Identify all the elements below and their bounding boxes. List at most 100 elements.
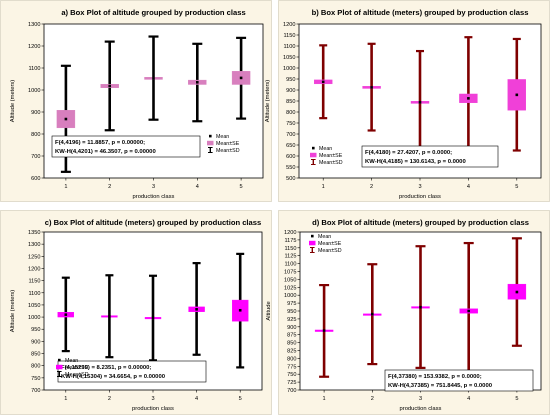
stats-box <box>384 369 534 392</box>
stats-line: KW-H(4,4201) = 46.3507, p = 0.00000 <box>55 149 156 155</box>
legend-mean-swatch <box>312 146 315 150</box>
y-tick-label: 1100 <box>28 291 40 297</box>
y-tick-label: 1000 <box>283 66 295 72</box>
y-tick-label: 700 <box>287 388 296 394</box>
y-tick-label: 1200 <box>284 230 296 236</box>
mean-marker <box>108 84 111 88</box>
stats-line: F(4,15299) = 8.2351, p = 0.00000; <box>61 365 151 371</box>
legend-se-swatch <box>207 140 214 146</box>
stats-line: KW-H(4,15304) = 34.6654, p = 0.00000 <box>61 374 166 380</box>
legend-label: Mean±SE <box>318 241 342 247</box>
y-tick-label: 1150 <box>28 279 40 285</box>
y-tick-label: 1200 <box>283 22 295 28</box>
mean-marker <box>108 315 111 318</box>
x-tick-label: 5 <box>239 396 242 402</box>
mean-marker <box>238 308 242 312</box>
y-tick-label: 1075 <box>284 270 296 276</box>
mean-marker <box>64 313 68 316</box>
x-axis-label: production class <box>133 194 175 200</box>
x-tick-label: 3 <box>418 184 421 190</box>
y-tick-label: 1050 <box>283 55 295 61</box>
y-tick-label: 600 <box>286 154 295 160</box>
y-tick-label: 1000 <box>28 88 40 94</box>
y-tick-label: 900 <box>31 110 40 116</box>
stats-line: F(4,4180) = 27.4207, p = 0.0000; <box>365 150 452 156</box>
y-tick-label: 1050 <box>28 303 40 309</box>
y-tick-label: 1175 <box>284 238 296 244</box>
y-tick-label: 1125 <box>284 254 296 260</box>
chart-panel: c) Box Plot of altitude (meters) grouped… <box>0 210 272 415</box>
x-axis-label: production class <box>399 194 441 200</box>
x-tick-label: 5 <box>515 396 518 402</box>
y-tick-label: 700 <box>286 132 295 138</box>
chart-title: d) Box Plot of altitude (meters) grouped… <box>312 218 529 227</box>
mean-marker <box>196 81 199 84</box>
y-tick-label: 1300 <box>28 22 40 28</box>
y-tick-label: 1150 <box>283 33 295 39</box>
y-tick-label: 875 <box>287 333 296 339</box>
x-tick-label: 2 <box>370 184 373 190</box>
y-axis-label: Altitude (meters) <box>10 290 16 333</box>
mean-marker <box>515 290 519 294</box>
mean-marker <box>418 101 422 104</box>
y-tick-label: 825 <box>287 349 296 355</box>
x-tick-label: 1 <box>64 396 67 402</box>
mean-marker <box>467 97 470 100</box>
y-tick-label: 950 <box>287 309 296 315</box>
legend-label: Mean <box>319 146 332 152</box>
legend-mean-swatch <box>311 234 314 238</box>
legend-label: Mean±SE <box>65 365 89 371</box>
mean-marker <box>515 93 519 97</box>
y-tick-label: 500 <box>286 176 295 182</box>
y-tick-label: 925 <box>287 317 296 323</box>
y-tick-label: 850 <box>286 99 295 105</box>
mean-marker <box>371 312 374 316</box>
y-tick-label: 900 <box>286 88 295 94</box>
y-tick-label: 850 <box>31 352 40 358</box>
mean-marker <box>239 76 243 80</box>
y-tick-label: 1250 <box>28 254 40 260</box>
y-tick-label: 1100 <box>28 66 40 72</box>
legend-label: Mean±SD <box>65 372 89 378</box>
mean-marker <box>467 309 470 313</box>
y-axis-label: Altitude (meters) <box>265 80 271 123</box>
legend-label: Mean <box>216 134 229 140</box>
mean-marker <box>152 77 155 80</box>
legend-se-swatch <box>56 364 63 370</box>
legend-label: Mean±SD <box>319 160 343 166</box>
y-tick-label: 750 <box>31 376 40 382</box>
x-axis-label: production class <box>400 406 442 412</box>
stats-line: F(4,4196) = 11.8857, p = 0.00000; <box>55 140 145 146</box>
x-axis-label: production class <box>132 406 174 412</box>
y-tick-label: 800 <box>31 364 40 370</box>
y-tick-label: 750 <box>286 121 295 127</box>
legend-mean-swatch <box>209 134 212 138</box>
y-tick-label: 1300 <box>28 242 40 248</box>
x-tick-label: 2 <box>108 184 111 190</box>
chart-panel: d) Box Plot of altitude (meters) grouped… <box>266 210 550 415</box>
mean-marker <box>151 316 155 320</box>
x-tick-label: 4 <box>467 396 470 402</box>
y-tick-label: 1150 <box>284 246 296 252</box>
y-tick-label: 1100 <box>284 262 296 268</box>
y-tick-label: 1000 <box>28 315 40 321</box>
y-axis-label: Altitude (meters) <box>10 80 16 123</box>
mean-marker <box>195 307 198 311</box>
chart-title: a) Box Plot of altitude grouped by produ… <box>61 8 245 17</box>
mean-marker <box>419 305 422 309</box>
y-tick-label: 1200 <box>28 44 40 50</box>
legend-label: Mean±SE <box>216 141 240 147</box>
y-tick-label: 800 <box>287 356 296 362</box>
legend-label: Mean <box>318 234 331 240</box>
x-tick-label: 1 <box>64 184 67 190</box>
mean-marker <box>321 80 325 84</box>
stats-line: KW-H(4,4185) = 130.6143, p = 0.0000 <box>365 159 466 165</box>
legend-mean-swatch <box>58 358 61 362</box>
legend-se-swatch <box>309 240 316 246</box>
stats-line: F(4,37380) = 153.9382, p = 0.0000; <box>388 374 482 380</box>
x-tick-label: 3 <box>152 184 155 190</box>
